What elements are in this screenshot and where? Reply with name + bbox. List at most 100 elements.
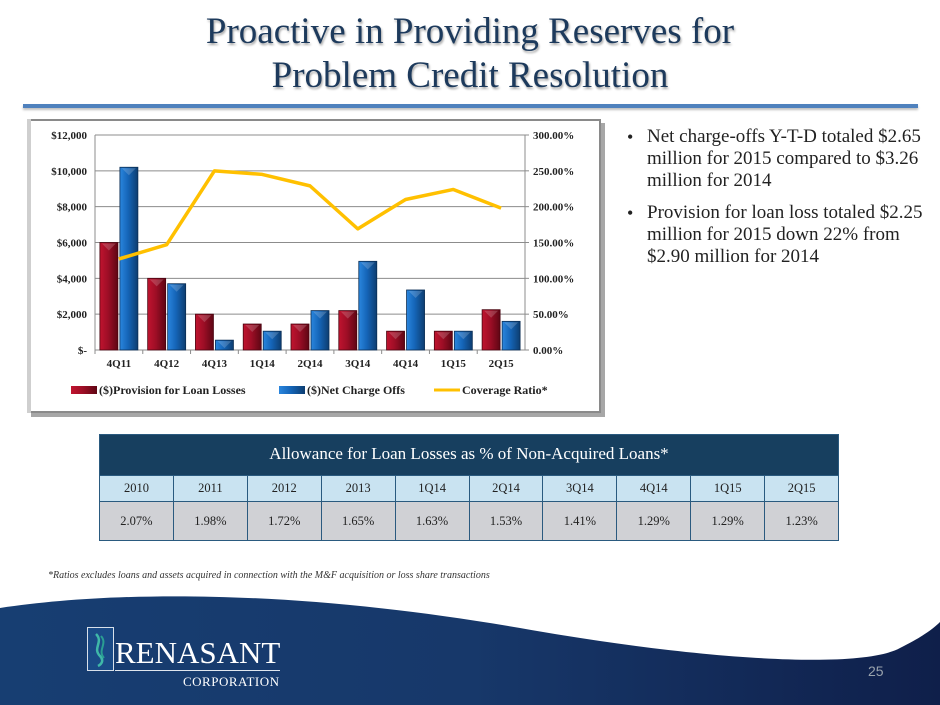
bar-bevel xyxy=(408,290,423,298)
x-axis-tick-label: 1Q14 xyxy=(250,358,276,370)
table-header-cell: 2011 xyxy=(173,476,248,502)
left-axis-tick-label: $8,000 xyxy=(57,202,88,214)
bar-bevel xyxy=(456,332,471,340)
bars xyxy=(99,166,521,351)
net-charge-off-bar xyxy=(215,339,234,351)
table-value-cell: 1.29% xyxy=(617,502,692,541)
legend-net-charge-offs-swatch xyxy=(279,386,305,394)
table-header-cell: 2Q15 xyxy=(765,476,840,502)
bar-bevel xyxy=(217,341,232,349)
x-axis-tick-label: 4Q12 xyxy=(154,358,180,370)
table-header-cell: 2010 xyxy=(99,476,174,502)
bar-bevel xyxy=(149,279,164,287)
net-charge-off-bar xyxy=(453,330,473,351)
bar-bevel xyxy=(484,310,499,318)
legend-coverage-ratio-label: Coverage Ratio* xyxy=(462,383,548,397)
coverage-line-group xyxy=(118,169,502,261)
allowance-table-header-row: 2010 2011 2012 2013 1Q14 2Q14 3Q14 4Q14 1Q15 2Q15 xyxy=(99,476,840,502)
bar-bevel xyxy=(245,325,260,333)
provision-bar xyxy=(242,323,262,351)
table-header-cell: 1Q15 xyxy=(691,476,766,502)
bar-bevel xyxy=(101,243,116,251)
chart-legend: ($)Provision for Loan Losses ($)Net Charg… xyxy=(71,383,548,397)
x-axis-tick-label: 4Q13 xyxy=(202,358,228,370)
chart-container: $- $2,000 $4,000 $6,000 $8,000 $10,000 $12,000… xyxy=(27,119,601,413)
x-axis-tick-label: 1Q15 xyxy=(441,358,467,370)
footer-wave xyxy=(0,596,940,705)
left-axis-tick-label: $10,000 xyxy=(51,166,87,178)
table-value-cell: 1.53% xyxy=(469,502,544,541)
footnote: *Ratios excludes loans and assets acquir… xyxy=(48,570,490,581)
x-axis-tick-label: 4Q14 xyxy=(393,358,419,370)
table-header-cell: 3Q14 xyxy=(543,476,618,502)
allowance-table-title: Allowance for Loan Losses as % of Non-Ac… xyxy=(99,434,839,476)
bar-bevel xyxy=(504,322,519,330)
left-axis-tick-label: $- xyxy=(78,345,88,357)
x-axis-tick-label: 4Q11 xyxy=(107,358,131,370)
x-axis-tick-label: 2Q14 xyxy=(297,358,323,370)
bar-bevel xyxy=(340,311,355,319)
table-header-cell: 4Q14 xyxy=(617,476,692,502)
table-value-cell: 1.65% xyxy=(321,502,396,541)
slide-title: Proactive in Providing Reserves for Prob… xyxy=(0,10,940,98)
provision-bar xyxy=(147,277,167,351)
right-axis-ticks: 0.00% 50.00% 100.00% 150.00% 200.00% 250.00% 3… xyxy=(533,130,574,357)
right-axis-tick-label: 300.00% xyxy=(533,130,574,142)
bar-bevel xyxy=(388,332,403,340)
bullet-provision: Provision for loan loss totaled $2.25 mi… xyxy=(622,202,940,268)
title-line-2: Problem Credit Resolution xyxy=(271,55,669,96)
right-axis-tick-label: 100.00% xyxy=(533,273,574,285)
legend-net-charge-offs-label: ($)Net Charge Offs xyxy=(307,383,405,397)
right-axis-tick-label: 250.00% xyxy=(533,166,574,178)
bar-bevel xyxy=(293,325,307,333)
net-charge-off-bar xyxy=(406,289,425,351)
table-value-cell: 1.41% xyxy=(543,502,618,541)
provision-bar xyxy=(338,310,358,351)
bar-bevel xyxy=(436,332,451,340)
coverage-ratio-line xyxy=(118,169,502,261)
right-axis-tick-label: 200.00% xyxy=(533,202,574,214)
table-value-cell: 1.72% xyxy=(247,502,322,541)
table-value-cell: 2.07% xyxy=(99,502,174,541)
provision-bar xyxy=(481,309,501,351)
table-header-cell: 2Q14 xyxy=(469,476,544,502)
x-axis-ticks: 4Q11 4Q12 4Q13 1Q14 2Q14 3Q14 4Q14 1Q15 2Q15 xyxy=(94,350,515,370)
key-points: Net charge-offs Y-T-D totaled $2.65 mill… xyxy=(622,126,940,278)
bullet-net-charge-offs: Net charge-offs Y-T-D totaled $2.65 mill… xyxy=(622,126,940,192)
left-axis-tick-label: $4,000 xyxy=(57,273,88,285)
combo-chart: $- $2,000 $4,000 $6,000 $8,000 $10,000 $12,000… xyxy=(51,130,574,397)
left-axis-tick-label: $12,000 xyxy=(51,130,87,142)
right-axis-tick-label: 150.00% xyxy=(533,238,574,250)
right-axis-tick-label: 50.00% xyxy=(533,309,569,321)
net-charge-off-bar xyxy=(262,330,282,351)
net-charge-off-bar xyxy=(310,310,330,351)
legend-provision-swatch xyxy=(71,386,97,394)
table-value-cell: 1.29% xyxy=(691,502,766,541)
table-value-cell: 1.63% xyxy=(395,502,470,541)
net-charge-off-bar xyxy=(167,283,187,351)
logo-emblem xyxy=(87,627,114,671)
left-axis-tick-label: $6,000 xyxy=(57,238,88,250)
provision-bar xyxy=(290,323,310,351)
logo-wordmark: RENASANT xyxy=(115,635,281,671)
provision-bar xyxy=(195,313,214,351)
table-value-cell: 1.98% xyxy=(173,502,248,541)
provision-bar xyxy=(386,330,405,351)
table-header-cell: 2012 xyxy=(247,476,322,502)
title-line-1: Proactive in Providing Reserves for xyxy=(205,11,735,52)
page-number: 25 xyxy=(868,663,884,679)
bar-bevel xyxy=(169,284,184,292)
x-axis-tick-label: 3Q14 xyxy=(345,358,371,370)
bar-bevel xyxy=(265,332,280,340)
bar-bevel xyxy=(313,311,327,319)
left-axis-ticks: $- $2,000 $4,000 $6,000 $8,000 $10,000 $12,000 xyxy=(51,130,87,357)
logo-subtitle: CORPORATION xyxy=(183,674,280,689)
allowance-table-value-row: 2.07% 1.98% 1.72% 1.65% 1.63% 1.53% 1.41% 1.29%… xyxy=(99,502,840,541)
provision-bar xyxy=(99,242,119,351)
company-logo: RENASANT CORPORATION xyxy=(87,627,281,689)
x-axis-tick-label: 2Q15 xyxy=(489,358,515,370)
provision-bar xyxy=(433,330,453,351)
bar-bevel xyxy=(360,262,375,270)
net-charge-off-bar xyxy=(501,320,521,351)
bar-bevel xyxy=(121,168,136,176)
